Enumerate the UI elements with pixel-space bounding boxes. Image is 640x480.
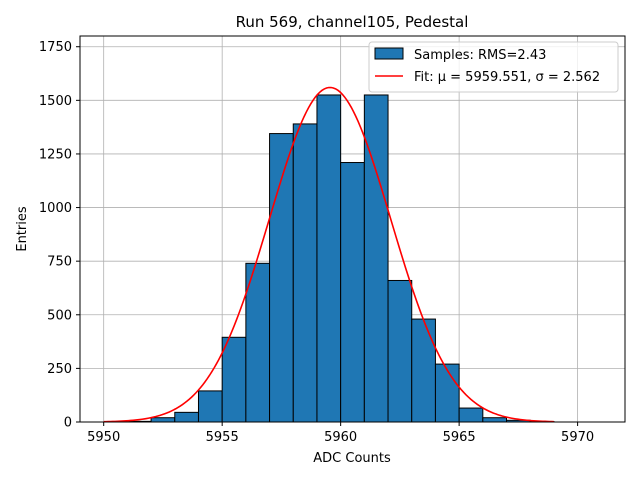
y-tick-label: 1500 [39,94,72,109]
histogram-bar [292,123,318,423]
legend-label-samples: Samples: RMS=2.43 [414,48,546,63]
histogram-bar [482,417,508,423]
legend-box [368,41,619,93]
x-tick-label: 5970 [561,430,594,445]
histogram-bar [197,390,223,423]
y-tick-label: 1750 [39,40,72,55]
legend-label-fit: Fit: μ = 5959.551, σ = 2.562 [414,70,600,85]
x-tick-label: 5955 [206,430,239,445]
fit-curve [103,86,554,423]
plot-frame [79,35,626,423]
y-tick-label: 1250 [39,147,72,162]
histogram-bar [411,318,436,423]
y-tick-label: 1000 [39,201,72,216]
histogram-bar [221,336,247,423]
histogram-bar [387,279,413,423]
histogram-bar [245,262,271,423]
y-axis: 0 250 500 750 1000 1250 1500 1750 [39,40,80,431]
legend-swatch-samples [374,47,404,60]
y-tick-label: 500 [47,308,72,323]
legend: Samples: RMS=2.43 Fit: μ = 5959.551, σ =… [368,41,619,93]
histogram-bar [434,363,460,423]
histogram-bar [340,162,365,423]
x-tick-label: 5965 [443,430,476,445]
histogram-bar [150,417,176,423]
x-axis-title: ADC Counts [313,451,391,466]
x-tick-label: 5950 [87,430,120,445]
histogram-bar [363,94,389,423]
y-axis-title: Entries [15,206,30,252]
x-axis: 5950 5955 5960 5965 5970 [87,422,594,445]
x-tick-label: 5960 [324,430,357,445]
histogram-bar [174,411,199,423]
y-tick-label: 750 [47,255,72,270]
y-tick-label: 0 [64,416,72,431]
y-tick-label: 250 [47,362,72,377]
histogram-bar [316,94,342,423]
histogram-bar [458,407,484,423]
chart-title: Run 569, channel105, Pedestal [236,13,469,31]
